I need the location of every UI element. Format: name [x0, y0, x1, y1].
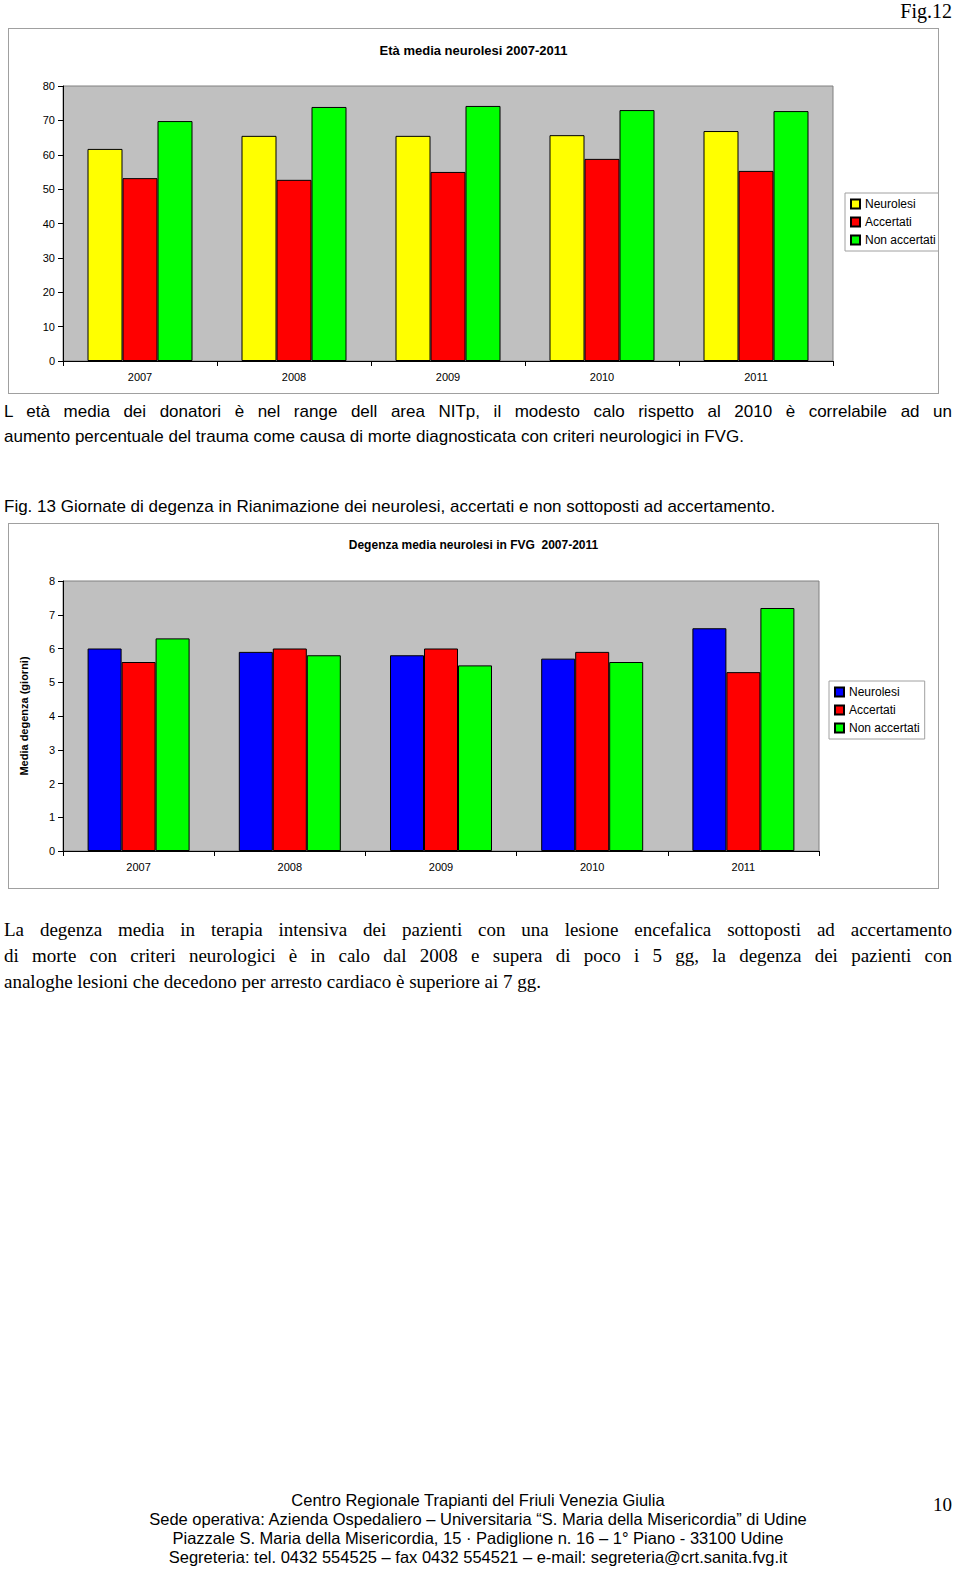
svg-text:Degenza media neurolesi in FVG: Degenza media neurolesi in FVG 2007-2011: [349, 538, 599, 552]
svg-text:Accertati: Accertati: [865, 215, 912, 229]
svg-text:10: 10: [43, 321, 55, 333]
svg-text:0: 0: [49, 355, 55, 367]
svg-text:2007: 2007: [128, 371, 152, 383]
svg-text:Media degenza (giorni): Media degenza (giorni): [18, 656, 30, 776]
svg-text:2009: 2009: [436, 371, 460, 383]
svg-text:0: 0: [49, 845, 55, 857]
html-text:Fig. 13 Giornate di degenza in: Fig. 13 Giornate di degenza in Rianimazi…: [4, 497, 776, 516]
svg-text:2008: 2008: [278, 861, 302, 873]
svg-text:6: 6: [49, 643, 55, 655]
html-text:di morte con criteri neurologi: di morte con criteri neurologici è in ca…: [4, 945, 952, 966]
svg-text:30: 30: [43, 252, 55, 264]
svg-text:5: 5: [49, 676, 55, 688]
svg-text:20: 20: [43, 286, 55, 298]
html-text:Segreteria: tel. 0432 554525 –: Segreteria: tel. 0432 554525 – fax 0432 …: [168, 1548, 788, 1566]
svg-text:Neurolesi: Neurolesi: [865, 197, 916, 211]
svg-text:60: 60: [43, 149, 55, 161]
html-text:10: 10: [933, 1494, 952, 1515]
svg-text:Non accertati: Non accertati: [865, 233, 936, 247]
html-text:La degenza media in terapia in: La degenza media in terapia intensiva de…: [4, 919, 952, 940]
svg-text:4: 4: [49, 710, 55, 722]
html-text:analoghe lesioni che decedono: analoghe lesioni che decedono per arrest…: [4, 971, 541, 992]
html-text:Piazzale S. Maria della Miseri: Piazzale S. Maria della Misericordia, 15…: [172, 1529, 784, 1547]
svg-text:2: 2: [49, 778, 55, 790]
svg-text:7: 7: [49, 609, 55, 621]
svg-text:40: 40: [43, 218, 55, 230]
html-text:Sede operativa: Azienda Ospeda: Sede operativa: Azienda Ospedaliero – Un…: [149, 1510, 807, 1528]
svg-text:2010: 2010: [590, 371, 614, 383]
svg-text:8: 8: [49, 575, 55, 587]
svg-text:2009: 2009: [429, 861, 453, 873]
svg-text:2010: 2010: [580, 861, 604, 873]
svg-text:Accertati: Accertati: [849, 703, 896, 717]
svg-text:3: 3: [49, 744, 55, 756]
html-text:Fig.12: Fig.12: [900, 0, 952, 22]
svg-text:1: 1: [49, 811, 55, 823]
html-text:aumento percentuale del trauma: aumento percentuale del trauma come caus…: [4, 427, 744, 446]
svg-text:50: 50: [43, 183, 55, 195]
svg-text:2007: 2007: [126, 861, 150, 873]
html-text:L età media dei donatori è nel: L età media dei donatori è nel range del…: [4, 402, 952, 421]
svg-text:80: 80: [43, 80, 55, 92]
svg-text:2008: 2008: [282, 371, 306, 383]
html-text:Centro Regionale Trapianti del: Centro Regionale Trapianti del Friuli Ve…: [291, 1491, 665, 1509]
svg-text:Neurolesi: Neurolesi: [849, 685, 900, 699]
svg-text:2011: 2011: [732, 861, 756, 873]
svg-text:2011: 2011: [744, 371, 768, 383]
svg-text:Età media neurolesi 2007-2011: Età media neurolesi 2007-2011: [380, 43, 568, 58]
svg-text:70: 70: [43, 114, 55, 126]
svg-text:Non accertati: Non accertati: [849, 721, 920, 735]
